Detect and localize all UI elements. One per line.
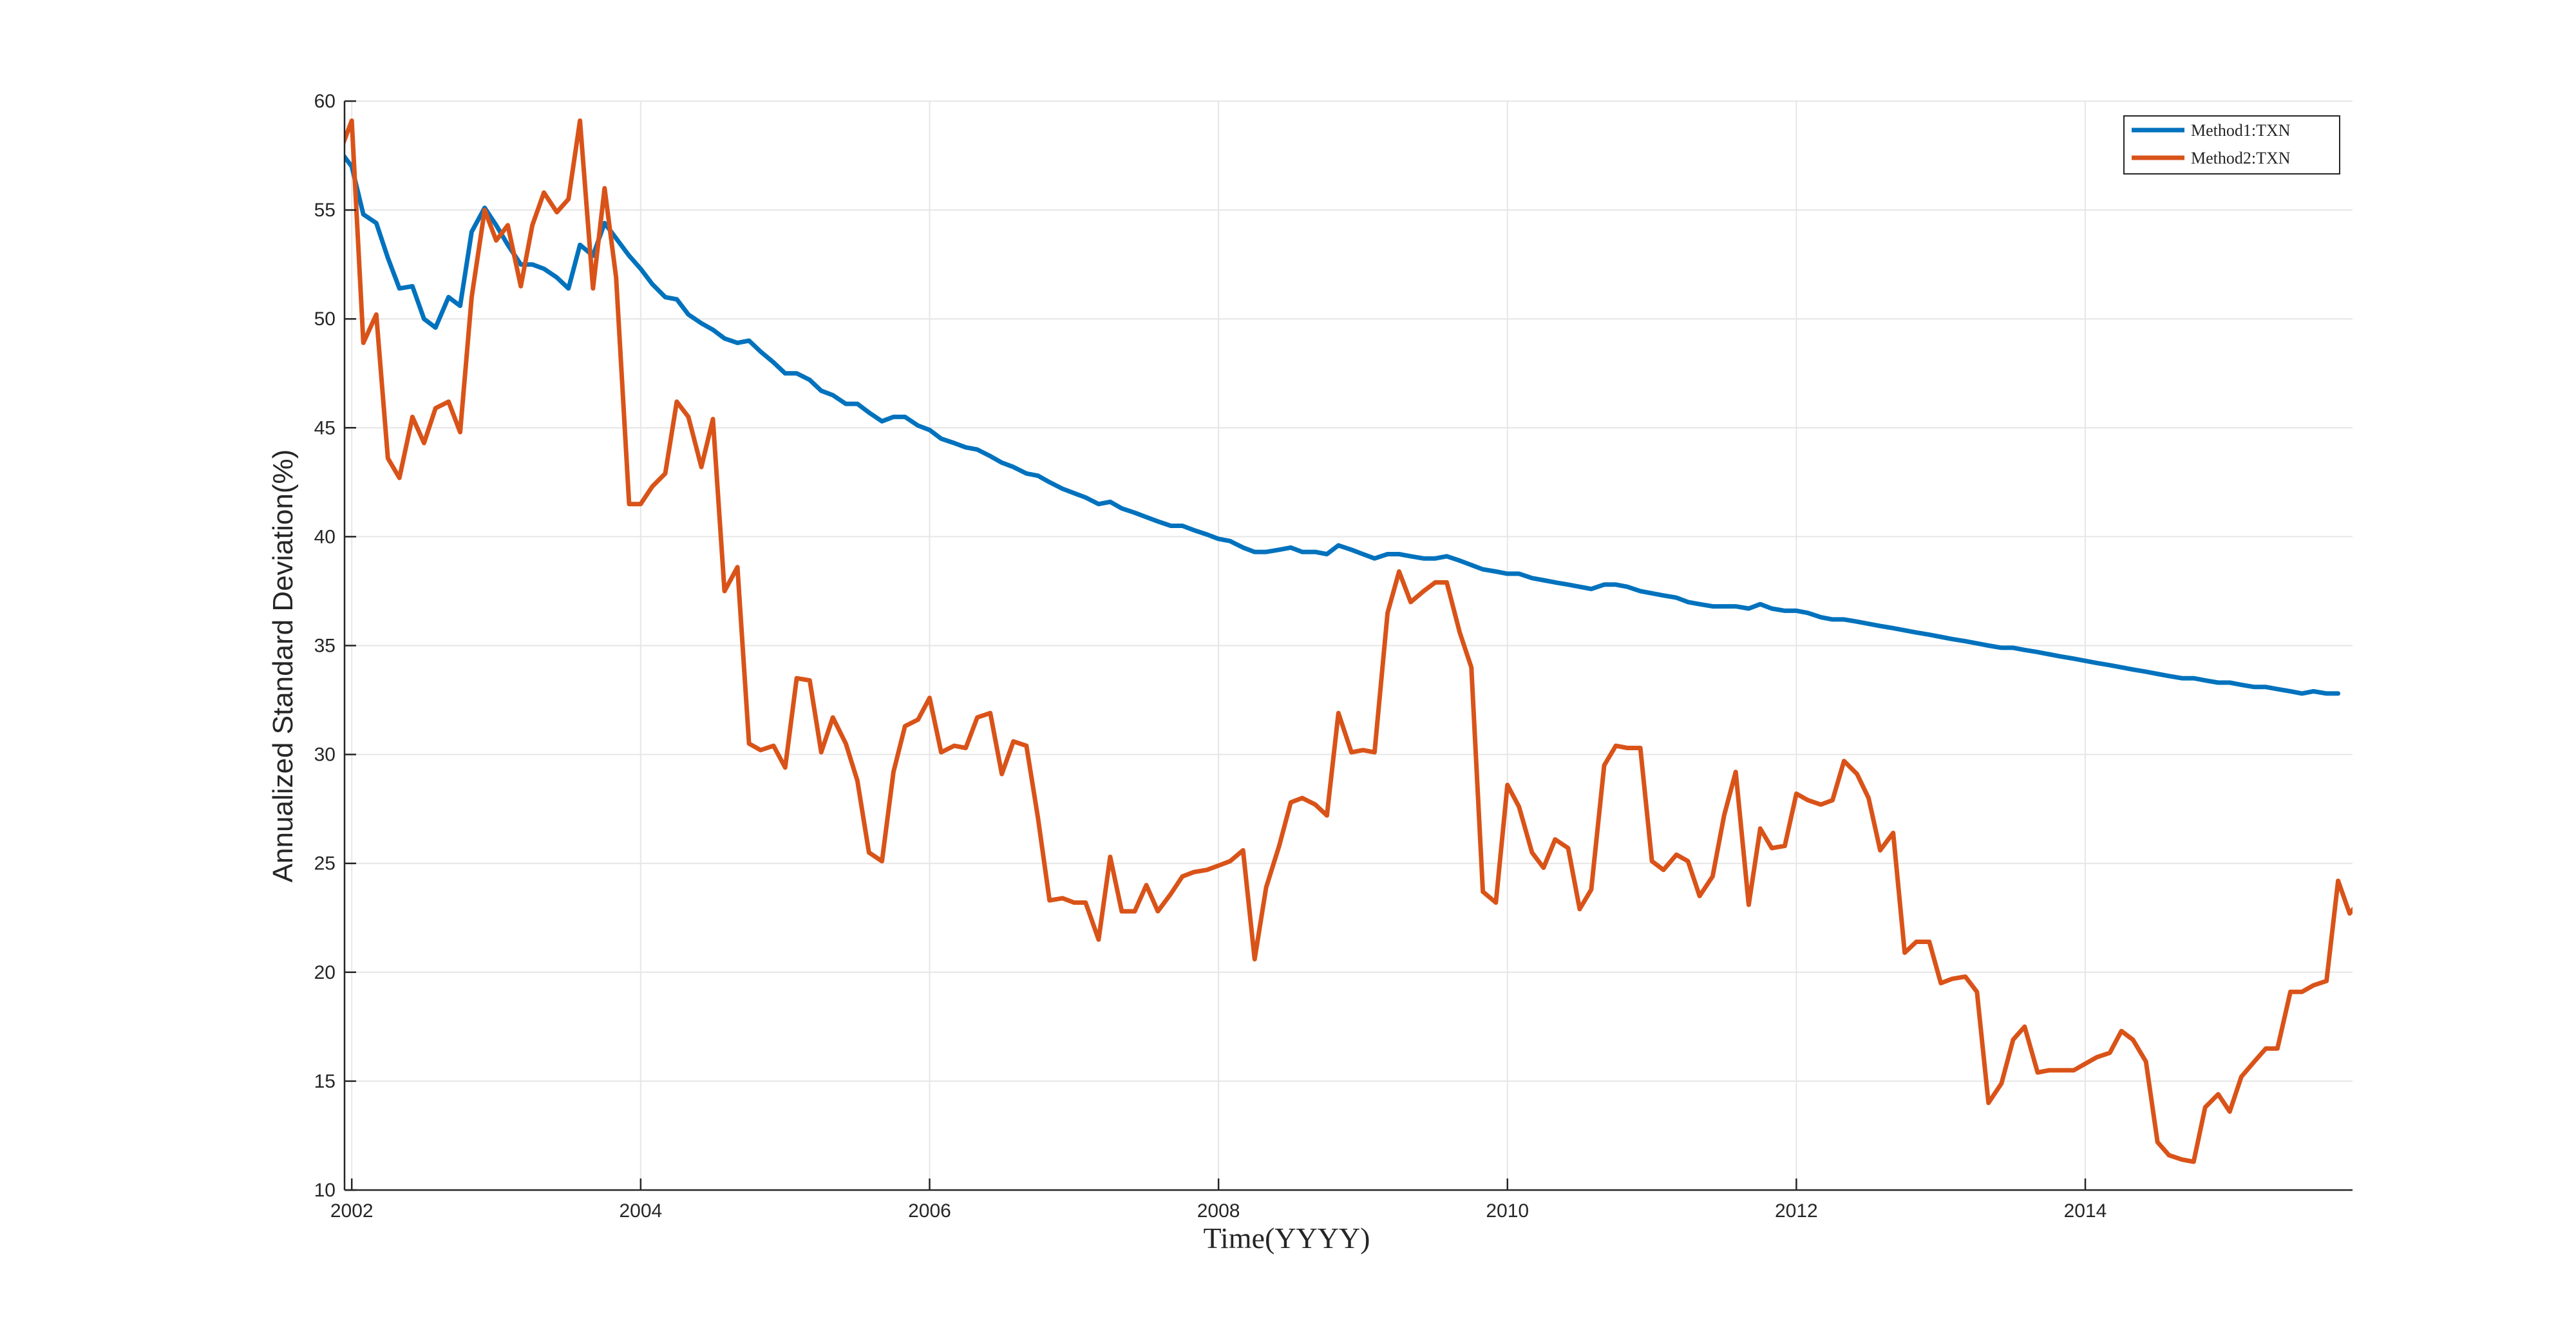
legend-box (2123, 115, 2340, 175)
y-tick-label-6: 40 (314, 526, 336, 547)
series-layer (345, 118, 2353, 1164)
x-axis-label: Time(YYYY) (1204, 1222, 1370, 1254)
y-tick-label-0: 10 (314, 1180, 336, 1201)
x-tick-label-4: 2010 (1486, 1200, 1529, 1222)
y-tick-label-4: 30 (314, 744, 336, 766)
y-tick-label-2: 20 (314, 962, 336, 983)
x-tick-label-5: 2012 (1775, 1200, 1818, 1222)
y-tick-label-7: 45 (314, 417, 336, 439)
x-axis-ticks: 2002 2004 2006 2008 2010 2012 2014 (330, 1178, 2107, 1222)
x-tick-label-3: 2008 (1197, 1200, 1240, 1222)
x-tick-label-2: 2006 (908, 1200, 951, 1222)
series-line-1 (345, 153, 2341, 696)
series-line-2 (345, 118, 2353, 1164)
legend: Method1:TXN Method2:TXN (2123, 115, 2340, 175)
y-tick-label-10: 60 (314, 91, 336, 112)
y-tick-label-1: 15 (314, 1071, 336, 1092)
y-tick-label-8: 50 (314, 308, 336, 330)
grid-lines (345, 100, 2353, 1191)
x-tick-label-6: 2014 (2064, 1200, 2107, 1222)
y-axis-label: Annualized Standard Deviation(%) (267, 449, 299, 883)
y-axis-ticks: 10 15 20 25 30 35 40 45 50 55 60 (314, 91, 356, 1201)
x-tick-label-1: 2004 (619, 1200, 662, 1222)
y-tick-label-3: 25 (314, 853, 336, 875)
x-tick-label-0: 2002 (330, 1200, 374, 1222)
y-tick-label-9: 55 (314, 200, 336, 221)
y-tick-label-5: 35 (314, 636, 336, 657)
legend-label-method2: Method2:TXN (2191, 149, 2291, 167)
legend-label-method1: Method1:TXN (2191, 121, 2291, 140)
